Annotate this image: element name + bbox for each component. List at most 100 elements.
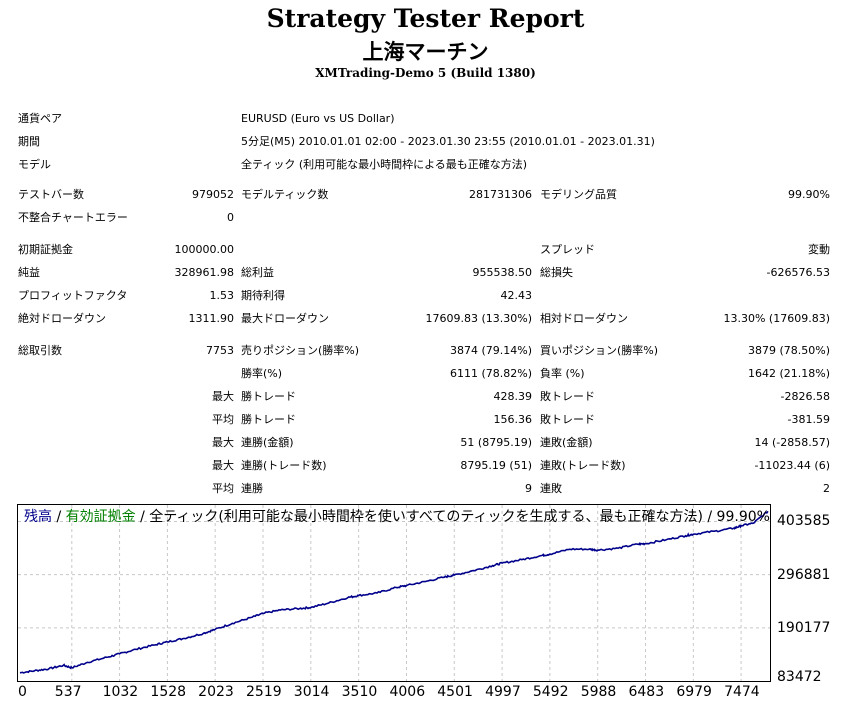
label-max-cons-losses: 連敗(金額) [540, 436, 593, 449]
value-rel-drawdown: 13.30% (17609.83) [723, 312, 830, 325]
y-tick-label: 403585 [777, 513, 831, 530]
value-largest-loss: -2826.58 [780, 390, 830, 403]
label-abs-drawdown: 絶対ドローダウン [18, 312, 106, 325]
label-avg-loss: 敗トレード [540, 413, 595, 426]
server-info: XMTrading-Demo 5 (Build 1380) [315, 66, 536, 80]
value-avg-cons-losses: 2 [823, 482, 830, 495]
label-max-cons-wins: 連勝(金額) [241, 436, 294, 449]
value-total-trades: 7753 [206, 344, 234, 357]
value-profit-factor: 1.53 [209, 289, 235, 302]
label-short-positions: 売りポジション(勝率%) [241, 344, 360, 357]
y-tick-label: 296881 [777, 566, 831, 583]
value-gross-profit: 955538.50 [472, 266, 533, 279]
x-tick-label: 2519 [246, 684, 282, 700]
legend-equity: 有効証拠金 [65, 509, 136, 525]
x-tick-label: 4501 [437, 684, 473, 700]
x-tick-label: 5988 [580, 684, 617, 700]
report-subtitle: 上海マーチン [362, 40, 489, 64]
label-gross-profit: 総利益 [241, 266, 274, 279]
label-avg-cons-losses: 連敗 [540, 482, 562, 495]
info-value-period: 5分足(M5) 2010.01.01 02:00 - 2023.01.30 23… [241, 135, 655, 148]
x-tick-label: 7474 [724, 684, 760, 700]
value-avg-loss: -381.59 [787, 413, 830, 426]
y-tick-label: 83472 [777, 669, 822, 685]
value-loss-rate: 1642 (21.18%) [747, 367, 830, 380]
x-tick-label: 1528 [150, 684, 187, 700]
value-spread: 変動 [808, 243, 830, 256]
value-largest-win: 428.39 [493, 390, 533, 403]
value-max-cons-wins: 51 (8795.19) [460, 436, 532, 449]
value-net-profit: 328961.98 [174, 266, 235, 279]
info-label-model: モデル [18, 158, 51, 171]
label-max-cons-profit: 連勝(トレード数) [241, 459, 327, 472]
label-largest-win: 勝トレード [241, 390, 296, 403]
label-max-drawdown: 最大ドローダウン [241, 312, 329, 325]
value-max-cons-profit: 8795.19 (51) [460, 459, 532, 472]
info-label-symbol: 通貨ペア [18, 112, 62, 125]
label-max-cons-loss: 連敗(トレード数) [540, 459, 626, 472]
label-avg-cons-wins: 連勝 [241, 482, 263, 495]
x-tick-label: 6483 [628, 684, 665, 700]
info-label-period: 期間 [18, 135, 40, 148]
label-largest-loss: 敗トレード [540, 390, 595, 403]
prefix-max-cons-count: 最大 [212, 459, 234, 472]
label-quality: モデリング品質 [540, 188, 617, 201]
label-total-trades: 総取引数 [18, 344, 62, 357]
legend-description: / 全ティック(利用可能な最小時間枠を使いすべてのティックを生成する、最も正確な… [135, 509, 770, 525]
value-expected-payoff: 42.43 [500, 289, 533, 302]
chart-legend: 残高 / 有効証拠金 / 全ティック(利用可能な最小時間枠を使いすべてのティック… [24, 508, 770, 526]
balance-series-line [19, 510, 769, 674]
value-quality: 99.90% [788, 188, 830, 201]
label-deposit: 初期証拠金 [18, 243, 73, 256]
legend-separator: / [52, 509, 66, 525]
balance-chart [17, 504, 771, 682]
x-tick-label: 3014 [293, 684, 330, 700]
label-rel-drawdown: 相対ドローダウン [540, 312, 628, 325]
value-avg-cons-wins: 9 [525, 482, 532, 495]
value-max-drawdown: 17609.83 (13.30%) [425, 312, 532, 325]
value-avg-win: 156.36 [493, 413, 533, 426]
x-tick-label: 5492 [532, 684, 569, 700]
y-tick-label: 190177 [777, 619, 831, 636]
label-bars: テストバー数 [18, 188, 84, 201]
legend-balance: 残高 [24, 509, 52, 525]
value-max-cons-loss: -11023.44 (6) [754, 459, 830, 472]
value-long-positions: 3879 (78.50%) [747, 344, 830, 357]
x-tick-label: 3510 [341, 684, 378, 700]
prefix-max-cons: 最大 [212, 436, 234, 449]
prefix-avg-cons: 平均 [212, 482, 234, 495]
label-avg-win: 勝トレード [241, 413, 296, 426]
label-spread: スプレッド [540, 243, 595, 256]
value-mismatch: 0 [227, 211, 234, 224]
x-tick-label: 4997 [485, 684, 521, 700]
value-ticks: 281731306 [469, 188, 532, 201]
x-tick-label: 537 [54, 684, 82, 700]
x-tick-label: 2023 [198, 684, 234, 700]
label-ticks: モデルティック数 [241, 188, 329, 201]
label-loss-rate: 負率 (%) [540, 367, 585, 380]
prefix-largest: 最大 [212, 390, 234, 403]
label-expected-payoff: 期待利得 [241, 289, 285, 302]
value-deposit: 100000.00 [174, 243, 235, 256]
label-net-profit: 純益 [18, 266, 40, 279]
x-tick-label: 6979 [676, 684, 712, 700]
value-max-cons-losses: 14 (-2858.57) [754, 436, 830, 449]
info-value-symbol: EURUSD (Euro vs US Dollar) [241, 112, 395, 125]
label-mismatch: 不整合チャートエラー [18, 211, 128, 224]
value-short-positions: 3874 (79.14%) [449, 344, 532, 357]
prefix-average: 平均 [212, 413, 234, 426]
value-bars: 979052 [192, 188, 234, 201]
x-tick-label: 0 [18, 684, 27, 700]
report-title: Strategy Tester Report [266, 4, 585, 33]
value-gross-loss: -626576.53 [766, 266, 830, 279]
info-value-model: 全ティック (利用可能な最小時間枠による最も正確な方法) [241, 158, 528, 171]
value-win-rate: 6111 (78.82%) [449, 367, 532, 380]
label-win-rate: 勝率(%) [241, 367, 283, 380]
value-abs-drawdown: 1311.90 [188, 312, 235, 325]
label-long-positions: 買いポジション(勝率%) [540, 344, 659, 357]
label-profit-factor: プロフィットファクタ [18, 289, 128, 302]
x-tick-label: 1032 [102, 684, 139, 700]
x-tick-label: 4006 [389, 684, 426, 700]
label-gross-loss: 総損失 [540, 266, 573, 279]
balance-chart-svg [18, 505, 770, 681]
